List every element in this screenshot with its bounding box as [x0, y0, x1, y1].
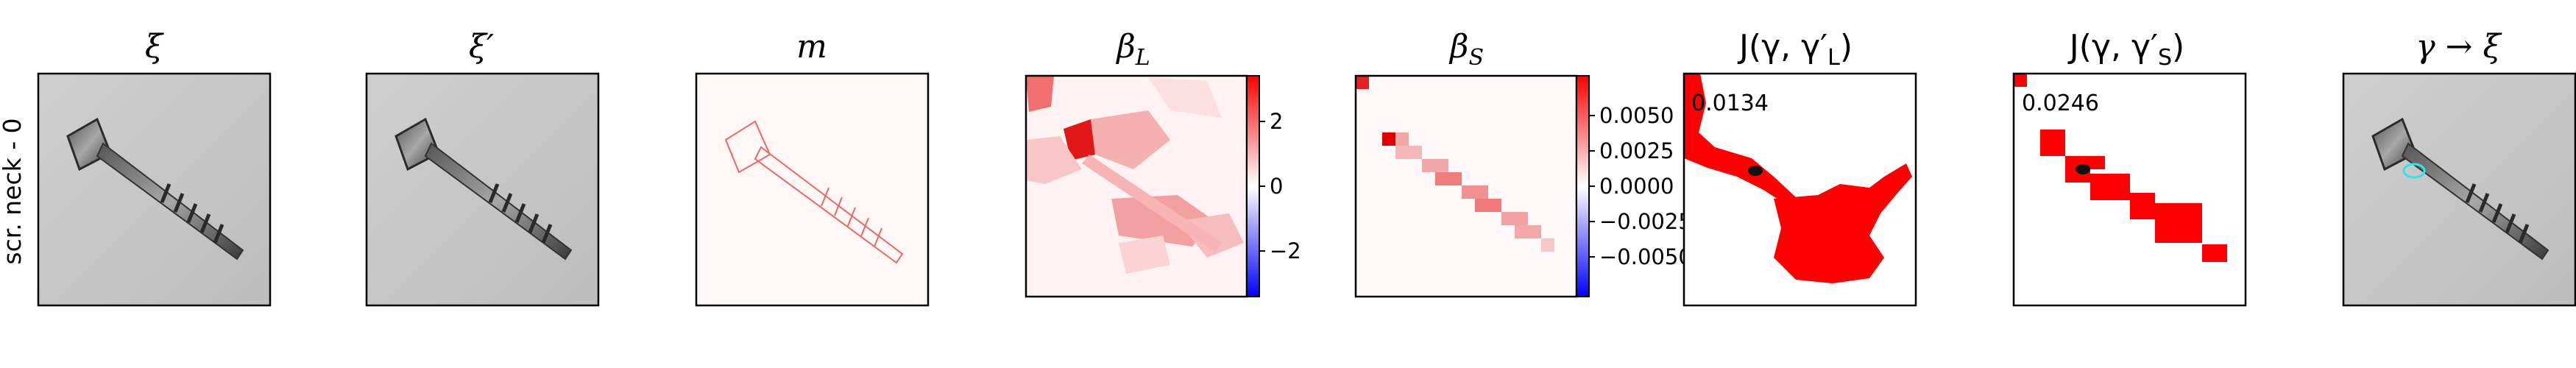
score-label: 0.0246 [2022, 91, 2099, 116]
panel-jaccard-s: J(γ, γ′S) 0.0246 [2012, 28, 2247, 307]
colorbar-tick: −0.0050 [1599, 244, 1692, 269]
panel-m: m [695, 28, 930, 307]
row-label: scr. neck - 0 [0, 118, 26, 264]
anomaly-blob [1748, 166, 1763, 176]
panel-jaccard-l: J(γ, γ′L) 0.0134 [1682, 28, 1917, 307]
screw-image [2371, 117, 2550, 261]
attribution-map [1026, 76, 1244, 274]
score-label: 0.0134 [1691, 91, 1769, 116]
colorbar-tick: 0.0000 [1599, 174, 1674, 199]
colorbar-tick: 0.0025 [1599, 138, 1674, 163]
binary-mask [1684, 74, 1912, 283]
panel-title: ξ′ [469, 28, 494, 66]
screw-image [394, 117, 573, 261]
colorbar: 0.0050 0.0025 0.0000 −0.0025 −0.0050 [1576, 75, 1692, 297]
mask-outline [724, 120, 904, 264]
colorbar: 2 0 −2 [1246, 75, 1301, 297]
colorbar-tick: 2 [1270, 109, 1283, 134]
panel-xi-prime: ξ′ [365, 28, 600, 307]
panel-xi: ξ [37, 28, 272, 307]
panel-title: βS [1448, 28, 1484, 71]
panel-gamma-to-xi: γ → ξ [2342, 28, 2576, 307]
colorbar-tick: −2 [1270, 238, 1301, 263]
panel-title: J(γ, γ′L) [1737, 28, 1853, 71]
colorbar-tick: 0 [1270, 174, 1283, 199]
defect-contour [2402, 163, 2426, 179]
panel-beta-s: βS 0.0050 0.0025 0.0000 −0.0025 [1354, 28, 1692, 298]
colorbar-tick: 0.0050 [1599, 103, 1674, 128]
panel-title: m [796, 28, 827, 66]
panel-title: βL [1115, 28, 1150, 71]
anomaly-blob [2076, 164, 2090, 174]
panel-title: ξ [145, 28, 165, 66]
panel-title: J(γ, γ′S) [2067, 28, 2184, 71]
attribution-map [1356, 76, 1554, 252]
panel-title: γ → ξ [2416, 28, 2502, 66]
panel-beta-l: βL 2 0 −2 [1025, 28, 1301, 298]
binary-mask [2014, 74, 2227, 262]
colorbar-tick: −0.0025 [1599, 209, 1692, 234]
screw-image [66, 117, 244, 261]
